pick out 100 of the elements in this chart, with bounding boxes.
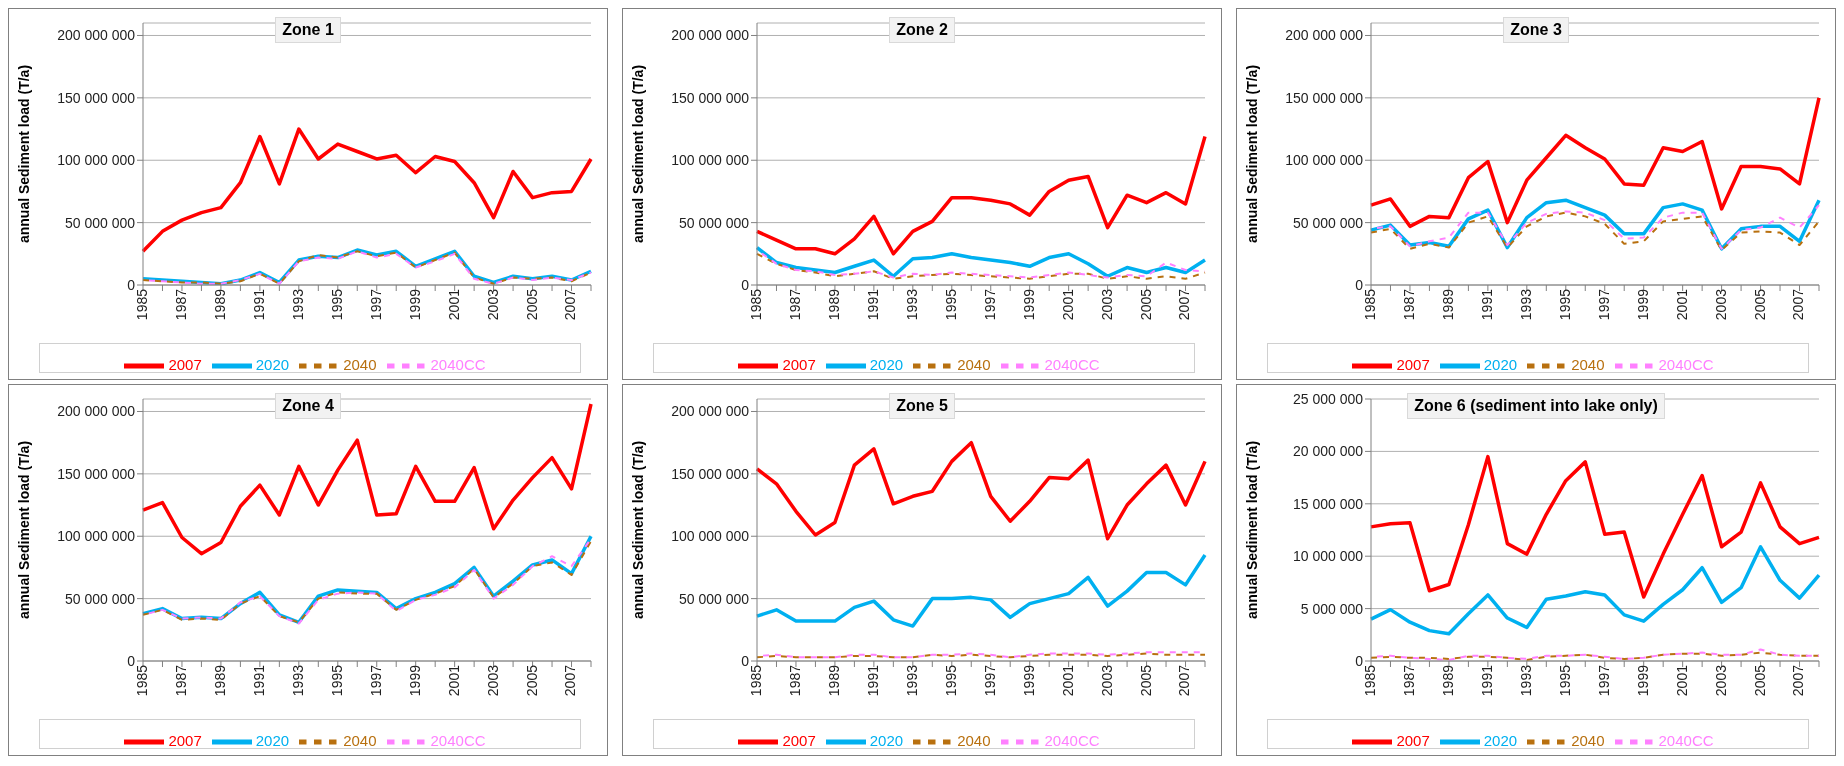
chart-title: Zone 2 [889, 17, 955, 43]
line-series [1369, 96, 1821, 229]
legend-label: 2007 [1396, 355, 1430, 373]
x-tick-label: 1991 [250, 664, 267, 697]
y-axis-title: annual Sediment load (T/a) [15, 440, 32, 620]
y-tick-label: 100 000 000 [671, 528, 750, 545]
y-tick-label: 150 000 000 [671, 465, 750, 482]
x-tick-label: 1995 [942, 288, 959, 321]
y-axis-title: annual Sediment load (T/a) [15, 64, 32, 244]
y-tick-label: 0 [741, 652, 750, 669]
y-tick-label: 150 000 000 [1285, 89, 1364, 106]
x-tick-label: 1987 [172, 288, 189, 321]
legend-label: 2040CC [1044, 355, 1100, 373]
line-series [141, 127, 593, 254]
x-tick-label: 1991 [250, 288, 267, 321]
x-tick-label: 1997 [367, 288, 384, 321]
x-tick-label: 2001 [1673, 664, 1690, 697]
y-tick-label: 200 000 000 [1285, 27, 1364, 44]
legend-label: 2007 [168, 731, 202, 749]
x-tick-label: 2007 [1790, 288, 1807, 321]
legend-label: 2007 [782, 731, 816, 749]
legend-label: 2020 [869, 355, 904, 373]
line-series [755, 553, 1207, 628]
y-tick-label: 100 000 000 [671, 152, 750, 169]
y-tick-label: 5 000 000 [1300, 600, 1364, 617]
x-tick-label: 2005 [1137, 288, 1154, 321]
legend-label: 2007 [782, 355, 816, 373]
x-tick-label: 1997 [1595, 288, 1612, 321]
legend-label: 2040 [957, 355, 991, 373]
chart-title: Zone 3 [1503, 17, 1569, 43]
chart-title: Zone 5 [889, 393, 955, 419]
x-tick-label: 1999 [1020, 288, 1037, 321]
x-tick-label: 1991 [1478, 288, 1495, 321]
x-tick-label: 1985 [747, 288, 764, 321]
x-tick-label: 1995 [1556, 288, 1573, 321]
x-tick-label: 1993 [1517, 664, 1534, 697]
x-tick-label: 2007 [1790, 664, 1807, 697]
y-tick-label: 100 000 000 [57, 528, 136, 545]
x-tick-label: 1985 [1361, 664, 1378, 697]
x-tick-label: 1999 [406, 664, 423, 697]
y-tick-label: 20 000 000 [1292, 443, 1364, 460]
x-tick-label: 2007 [1176, 664, 1193, 697]
x-tick-label: 1989 [211, 288, 228, 321]
y-axis-title: annual Sediment load (T/a) [1243, 64, 1260, 244]
x-tick-label: 1993 [903, 664, 920, 697]
x-tick-label: 1989 [1439, 288, 1456, 321]
x-tick-label: 1997 [367, 664, 384, 697]
x-tick-label: 2001 [445, 664, 462, 697]
x-tick-label: 2003 [1712, 288, 1729, 321]
x-tick-label: 2003 [1712, 664, 1729, 697]
x-tick-label: 1985 [1361, 288, 1378, 321]
legend-label: 2020 [255, 731, 290, 749]
y-tick-label: 150 000 000 [57, 89, 136, 106]
x-tick-label: 1997 [981, 664, 998, 697]
x-tick-label: 1985 [747, 664, 764, 697]
x-tick-label: 1987 [172, 664, 189, 697]
y-tick-label: 200 000 000 [57, 403, 136, 420]
x-tick-label: 1991 [1478, 664, 1495, 697]
legend-label: 2040 [343, 355, 377, 373]
y-tick-label: 10 000 000 [1292, 548, 1364, 565]
x-tick-label: 2003 [484, 288, 501, 321]
x-tick-label: 2001 [1059, 664, 1076, 697]
x-tick-label: 1993 [289, 288, 306, 321]
legend-label: 2020 [255, 355, 290, 373]
line-series [755, 134, 1207, 256]
line-series [755, 440, 1207, 541]
x-tick-label: 2001 [1673, 288, 1690, 321]
legend-label: 2040CC [1658, 355, 1714, 373]
x-tick-label: 2007 [562, 288, 579, 321]
x-tick-label: 1995 [942, 664, 959, 697]
x-tick-label: 2005 [523, 288, 540, 321]
x-tick-label: 1987 [786, 288, 803, 321]
y-tick-label: 150 000 000 [671, 89, 750, 106]
y-tick-label: 0 [127, 652, 136, 669]
legend-label: 2040 [957, 731, 991, 749]
chart-title: Zone 1 [275, 17, 341, 43]
x-tick-label: 2005 [1751, 288, 1768, 321]
y-tick-label: 50 000 000 [64, 214, 136, 231]
x-tick-label: 1991 [864, 664, 881, 697]
x-tick-label: 2003 [1098, 288, 1115, 321]
x-tick-label: 1993 [1517, 288, 1534, 321]
y-tick-label: 100 000 000 [1285, 152, 1364, 169]
legend-label: 2040CC [430, 731, 486, 749]
y-tick-label: 50 000 000 [64, 590, 136, 607]
x-tick-label: 1989 [1439, 664, 1456, 697]
y-tick-label: 0 [741, 276, 750, 293]
legend-label: 2040CC [1658, 731, 1714, 749]
x-tick-label: 2005 [523, 664, 540, 697]
legend-label: 2040 [1571, 731, 1605, 749]
y-tick-label: 50 000 000 [678, 214, 750, 231]
line-series [1370, 211, 1820, 252]
x-tick-label: 1997 [981, 288, 998, 321]
y-axis-title: annual Sediment load (T/a) [629, 64, 646, 244]
x-tick-label: 1989 [211, 664, 228, 697]
x-tick-label: 1989 [825, 664, 842, 697]
x-tick-label: 1985 [133, 664, 150, 697]
y-axis-title: annual Sediment load (T/a) [1243, 440, 1260, 620]
legend-label: 2020 [1483, 731, 1518, 749]
x-tick-label: 2007 [1176, 288, 1193, 321]
x-tick-label: 1999 [406, 288, 423, 321]
